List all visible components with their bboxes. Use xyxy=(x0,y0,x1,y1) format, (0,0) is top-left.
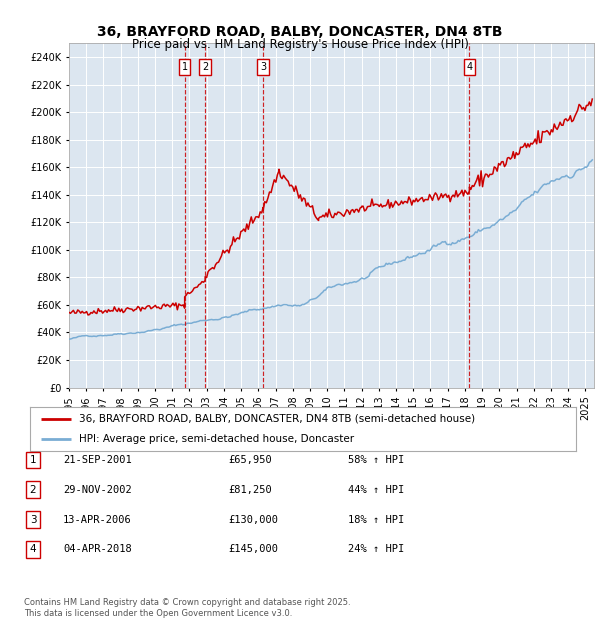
Text: 2: 2 xyxy=(202,62,208,72)
Text: 13-APR-2006: 13-APR-2006 xyxy=(63,515,132,525)
Text: 4: 4 xyxy=(29,544,37,554)
Text: 3: 3 xyxy=(260,62,266,72)
Text: 3: 3 xyxy=(29,515,37,525)
Text: 4: 4 xyxy=(466,62,472,72)
Text: £130,000: £130,000 xyxy=(228,515,278,525)
Text: 1: 1 xyxy=(29,455,37,465)
Text: 18% ↑ HPI: 18% ↑ HPI xyxy=(348,515,404,525)
Text: 36, BRAYFORD ROAD, BALBY, DONCASTER, DN4 8TB: 36, BRAYFORD ROAD, BALBY, DONCASTER, DN4… xyxy=(97,25,503,39)
Text: HPI: Average price, semi-detached house, Doncaster: HPI: Average price, semi-detached house,… xyxy=(79,434,354,445)
Text: Contains HM Land Registry data © Crown copyright and database right 2025.
This d: Contains HM Land Registry data © Crown c… xyxy=(24,598,350,618)
Text: 44% ↑ HPI: 44% ↑ HPI xyxy=(348,485,404,495)
Text: 21-SEP-2001: 21-SEP-2001 xyxy=(63,455,132,465)
Text: £65,950: £65,950 xyxy=(228,455,272,465)
Text: 58% ↑ HPI: 58% ↑ HPI xyxy=(348,455,404,465)
Text: 04-APR-2018: 04-APR-2018 xyxy=(63,544,132,554)
Text: £81,250: £81,250 xyxy=(228,485,272,495)
Text: Price paid vs. HM Land Registry's House Price Index (HPI): Price paid vs. HM Land Registry's House … xyxy=(131,38,469,51)
Text: £145,000: £145,000 xyxy=(228,544,278,554)
Text: 36, BRAYFORD ROAD, BALBY, DONCASTER, DN4 8TB (semi-detached house): 36, BRAYFORD ROAD, BALBY, DONCASTER, DN4… xyxy=(79,414,475,424)
Text: 29-NOV-2002: 29-NOV-2002 xyxy=(63,485,132,495)
Text: 2: 2 xyxy=(29,485,37,495)
Text: 1: 1 xyxy=(182,62,188,72)
Text: 24% ↑ HPI: 24% ↑ HPI xyxy=(348,544,404,554)
